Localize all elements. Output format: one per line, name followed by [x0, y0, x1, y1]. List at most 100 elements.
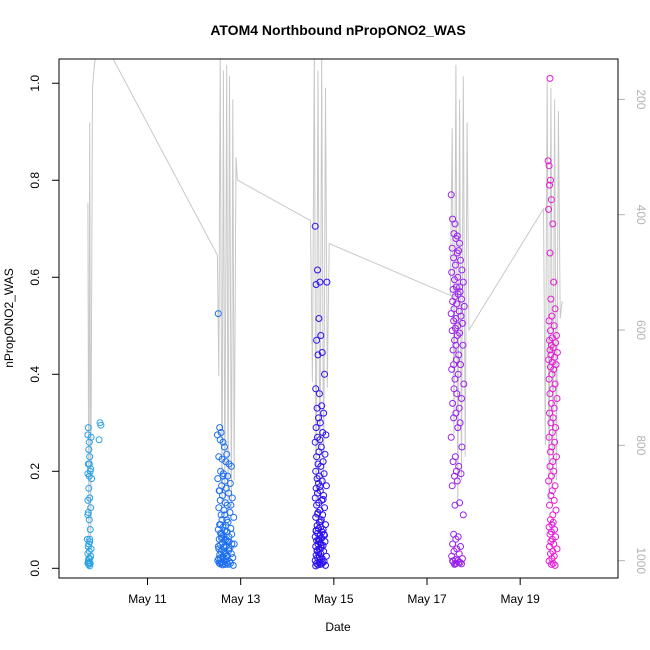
data-point	[544, 157, 552, 165]
data-point	[216, 424, 224, 432]
data-point	[548, 487, 556, 495]
data-point	[460, 302, 468, 310]
data-point	[549, 547, 557, 555]
data-point	[545, 317, 553, 325]
data-point	[227, 525, 235, 532]
y2-tick-label: 800	[634, 435, 648, 455]
data-point	[455, 307, 463, 315]
data-point	[223, 528, 231, 536]
data-point	[317, 462, 325, 470]
data-point	[311, 222, 319, 230]
data-point	[456, 283, 464, 291]
data-point	[221, 477, 229, 485]
data-point	[450, 361, 458, 369]
y-tick-label: 0.4	[28, 366, 42, 383]
data-point	[459, 341, 467, 349]
data-point	[321, 450, 329, 458]
data-point	[227, 501, 235, 509]
data-point	[225, 489, 233, 497]
data-point	[552, 424, 560, 432]
data-point	[313, 501, 321, 509]
data-point	[453, 249, 461, 257]
x-tick-label: May 19	[500, 592, 540, 606]
data-point	[460, 380, 468, 388]
data-point	[448, 482, 456, 490]
data-point	[316, 483, 324, 491]
data-point	[314, 266, 321, 274]
data-point	[230, 513, 238, 521]
x-tick-label: May 17	[407, 592, 447, 606]
data-point	[85, 516, 93, 524]
data-point	[451, 560, 458, 568]
x-tick-label: May 15	[314, 592, 354, 606]
data-point	[312, 513, 320, 521]
data-point	[547, 419, 555, 427]
data-point	[550, 496, 558, 504]
data-point	[223, 501, 231, 509]
data-point	[84, 511, 92, 519]
data-point	[312, 424, 320, 432]
data-point	[313, 453, 321, 461]
y-tick-label: 1.0	[28, 75, 42, 92]
data-point	[457, 470, 465, 478]
data-point	[455, 550, 463, 558]
data-point	[546, 249, 554, 257]
data-point	[86, 526, 94, 533]
data-point	[451, 276, 458, 284]
data-point	[458, 295, 465, 303]
data-point	[547, 560, 555, 568]
data-point	[548, 358, 556, 366]
data-point	[322, 482, 330, 490]
data-point	[313, 404, 321, 412]
data-point	[457, 543, 464, 550]
data-point	[321, 370, 328, 378]
data-point	[86, 535, 94, 543]
data-point	[223, 516, 231, 524]
data-point	[455, 404, 463, 412]
data-point	[315, 538, 323, 546]
data-point	[545, 433, 553, 441]
y-tick-label: 0.8	[28, 172, 42, 189]
data-point	[95, 436, 103, 444]
data-point	[222, 535, 230, 543]
data-point	[312, 281, 320, 288]
data-point	[220, 550, 228, 558]
data-point	[448, 327, 456, 335]
y-tick-label: 0.6	[28, 269, 42, 286]
data-point	[223, 450, 231, 458]
data-point	[217, 429, 225, 436]
data-point	[315, 499, 323, 507]
data-point	[456, 239, 464, 247]
data-point	[449, 285, 457, 293]
data-point	[551, 305, 559, 313]
data-point	[86, 467, 94, 475]
data-point	[449, 557, 457, 565]
data-point	[453, 477, 461, 485]
data-point	[315, 414, 322, 422]
data-point	[452, 235, 460, 242]
data-point	[551, 561, 559, 569]
data-point	[546, 181, 553, 189]
data-point	[312, 527, 320, 534]
data-point	[448, 268, 456, 276]
data-point	[220, 443, 228, 451]
data-point	[86, 562, 94, 570]
data-point	[458, 395, 465, 402]
x-tick-label: May 13	[221, 592, 261, 606]
data-point	[457, 256, 464, 264]
x-axis-label: Date	[325, 620, 351, 634]
data-point	[84, 509, 92, 516]
data-point	[546, 462, 554, 470]
y2-tick-label: 400	[634, 205, 648, 225]
data-point	[547, 492, 555, 499]
chart-title: ATOM4 Northbound nPropONO2_WAS	[210, 22, 465, 38]
x-tick-label: May 11	[128, 592, 167, 606]
data-point	[218, 530, 226, 538]
data-point	[450, 414, 458, 422]
data-point	[454, 533, 462, 541]
data-point	[546, 409, 553, 417]
data-point	[447, 191, 455, 199]
data-point	[314, 510, 321, 518]
y-tick-label: 0.0	[28, 560, 42, 577]
